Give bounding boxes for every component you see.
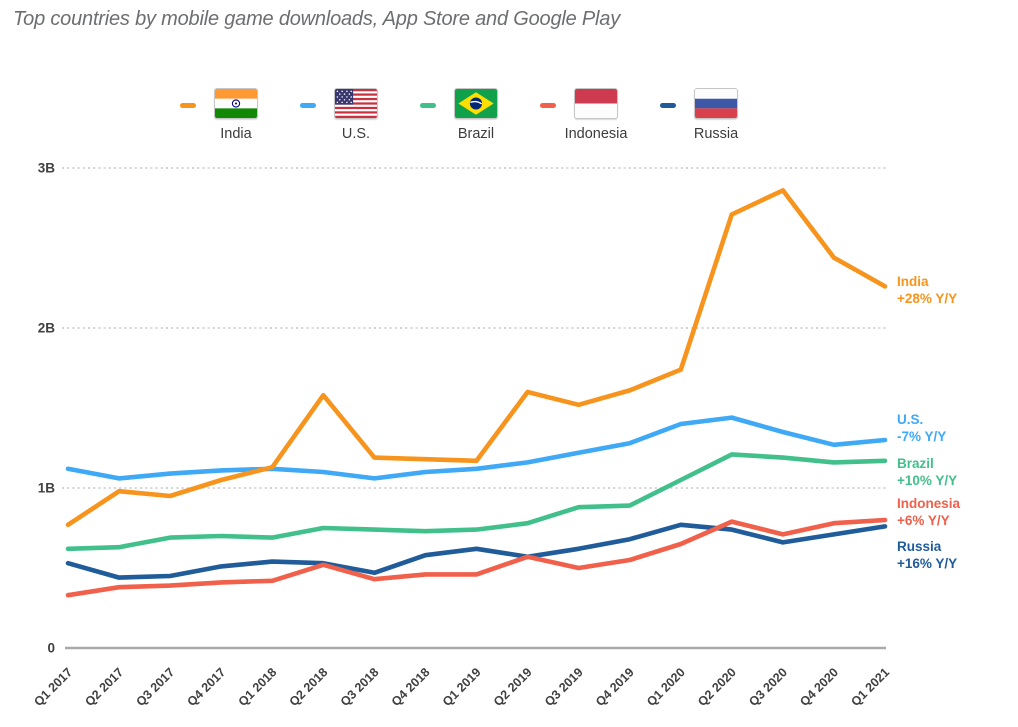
x-axis-tick-label: Q2 2019 bbox=[491, 665, 535, 709]
series-end-label-brazil: Brazil bbox=[897, 456, 934, 471]
x-axis-tick-label: Q4 2019 bbox=[593, 665, 637, 709]
y-axis-tick-label: 2B bbox=[38, 321, 56, 336]
x-axis-tick-label: Q2 2018 bbox=[287, 665, 331, 709]
x-axis-tick-label: Q4 2018 bbox=[389, 665, 433, 709]
series-line-russia bbox=[65, 522, 888, 580]
legend-color-dash bbox=[300, 103, 316, 108]
india-flag-icon bbox=[214, 88, 258, 119]
x-axis-tick-label: Q1 2018 bbox=[236, 665, 280, 709]
brazil-flag-icon bbox=[454, 88, 498, 119]
series-end-label-indonesia: Indonesia bbox=[897, 496, 961, 511]
y-axis-tick-label: 1B bbox=[38, 481, 56, 496]
x-axis-tick-label: Q3 2020 bbox=[746, 665, 790, 709]
legend-label: U.S. bbox=[341, 126, 371, 142]
legend-item-us: U.S. bbox=[300, 88, 420, 142]
legend-item-indonesia: Indonesia bbox=[540, 88, 660, 142]
legend-color-dash bbox=[540, 103, 556, 108]
x-axis-tick-label: Q1 2021 bbox=[848, 665, 892, 709]
legend-label: Russia bbox=[693, 126, 739, 142]
series-yoy-label-us: -7% Y/Y bbox=[897, 429, 946, 444]
legend-color-dash bbox=[180, 103, 196, 108]
legend-label: India bbox=[220, 126, 252, 142]
series-yoy-label-brazil: +10% Y/Y bbox=[897, 473, 957, 488]
legend-color-dash bbox=[660, 103, 676, 108]
legend-item-russia: Russia bbox=[660, 88, 780, 142]
indonesia-flag-icon bbox=[574, 88, 618, 119]
series-line-us bbox=[65, 415, 888, 481]
chart-title: Top countries by mobile game downloads, … bbox=[13, 8, 621, 30]
x-axis-tick-label: Q2 2020 bbox=[695, 665, 739, 709]
series-yoy-label-indonesia: +6% Y/Y bbox=[897, 513, 950, 528]
legend: India U.S. Brazil Indonesia Russia bbox=[180, 88, 780, 142]
x-axis-tick-label: Q4 2020 bbox=[797, 665, 841, 709]
legend-item-india: India bbox=[180, 88, 300, 142]
x-axis-tick-label: Q3 2019 bbox=[542, 665, 586, 709]
legend-color-dash bbox=[420, 103, 436, 108]
x-axis-tick-label: Q2 2017 bbox=[82, 665, 126, 709]
legend-label: Indonesia bbox=[564, 126, 628, 142]
series-end-label-india: India bbox=[897, 274, 929, 289]
series-line-india bbox=[65, 188, 888, 528]
x-axis-tick-label: Q3 2017 bbox=[133, 665, 177, 709]
legend-label: Brazil bbox=[457, 126, 495, 142]
russia-flag-icon bbox=[694, 88, 738, 119]
series-end-label-us: U.S. bbox=[897, 412, 923, 427]
series-end-label-russia: Russia bbox=[897, 539, 942, 554]
series-line-brazil bbox=[65, 452, 888, 552]
x-axis-tick-label: Q4 2017 bbox=[184, 665, 228, 709]
y-axis-tick-label: 0 bbox=[47, 641, 55, 656]
x-axis-tick-label: Q1 2017 bbox=[31, 665, 75, 709]
x-axis-tick-label: Q1 2020 bbox=[644, 665, 688, 709]
us-flag-icon bbox=[334, 88, 378, 119]
series-line-indonesia bbox=[65, 517, 888, 598]
y-axis-tick-label: 3B bbox=[38, 161, 56, 176]
series-yoy-label-india: +28% Y/Y bbox=[897, 291, 957, 306]
x-axis-tick-label: Q1 2019 bbox=[440, 665, 484, 709]
x-axis-tick-label: Q3 2018 bbox=[338, 665, 382, 709]
legend-item-brazil: Brazil bbox=[420, 88, 540, 142]
series-yoy-label-russia: +16% Y/Y bbox=[897, 556, 957, 571]
